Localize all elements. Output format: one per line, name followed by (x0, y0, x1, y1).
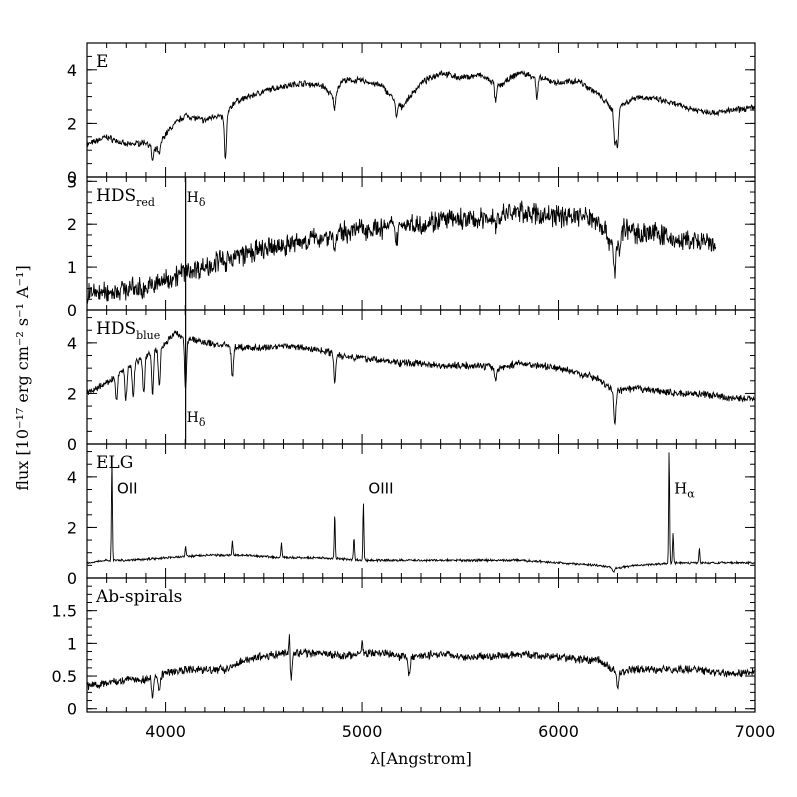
y-tick-label: 4 (67, 334, 77, 353)
panel-5: 0 0.5 1 1.5 Ab-spirals (52, 577, 756, 719)
panel-frame (86, 443, 756, 579)
panel-label: HDSred (96, 186, 155, 209)
h-delta-label: Hδ (187, 190, 206, 209)
y-axis-label: flux [10⁻¹⁷ erg cm⁻² s⁻¹ A⁻¹] (13, 265, 32, 490)
y-tick-label: 2 (67, 215, 77, 234)
emission-line-label: OII (117, 480, 138, 498)
x-tick-label: 7000 (735, 722, 776, 741)
y-tick-label: 0 (67, 168, 77, 187)
x-tick-label: 4000 (145, 722, 186, 741)
emission-line-label: OIII (368, 480, 393, 498)
y-tick-label: 0.5 (52, 667, 77, 686)
panel-label: E (96, 52, 108, 72)
panel-3: 0 2 4 HDSblue Hδ (67, 309, 756, 454)
y-tick-label: 0 (67, 700, 77, 719)
y-tick-label: 2 (67, 518, 77, 537)
panel-label: ELG (96, 453, 133, 473)
x-tick-label: 6000 (538, 722, 579, 741)
x-tick-label: 5000 (342, 722, 383, 741)
spectrum-line (87, 200, 717, 304)
emission-line-label: Hα (674, 480, 695, 501)
panel-frame (86, 42, 756, 178)
y-tick-label: 4 (67, 468, 77, 487)
panel-1: 0 2 4 E (67, 42, 756, 187)
panel-2: 0 1 2 3 HDSred Hδ (67, 172, 756, 320)
spectrum-line (87, 452, 755, 574)
h-delta-label: Hδ (187, 410, 206, 429)
y-tick-label: 3 (67, 172, 77, 191)
spectrum-line (87, 330, 755, 426)
panel-label: HDSblue (96, 319, 160, 342)
panel-frame (86, 577, 756, 713)
spectrum-line (87, 634, 755, 699)
x-axis-label: λ[Angstrom] (370, 749, 472, 768)
panel-label: Ab-spirals (95, 587, 182, 607)
y-tick-label: 0 (67, 569, 77, 588)
y-tick-label: 0 (67, 435, 77, 454)
x-axis: 4000 5000 6000 7000 (145, 722, 775, 741)
y-tick-label: 2 (67, 384, 77, 403)
y-tick-label: 1 (67, 634, 77, 653)
panel-4: 0 2 4 ELG OII OIII Hα (67, 443, 756, 588)
spectrum-line (87, 69, 755, 161)
y-tick-label: 1 (67, 258, 77, 277)
y-tick-label: 4 (67, 61, 77, 80)
y-tick-label: 2 (67, 114, 77, 133)
y-tick-label: 0 (67, 301, 77, 320)
y-tick-label: 1.5 (52, 602, 77, 621)
